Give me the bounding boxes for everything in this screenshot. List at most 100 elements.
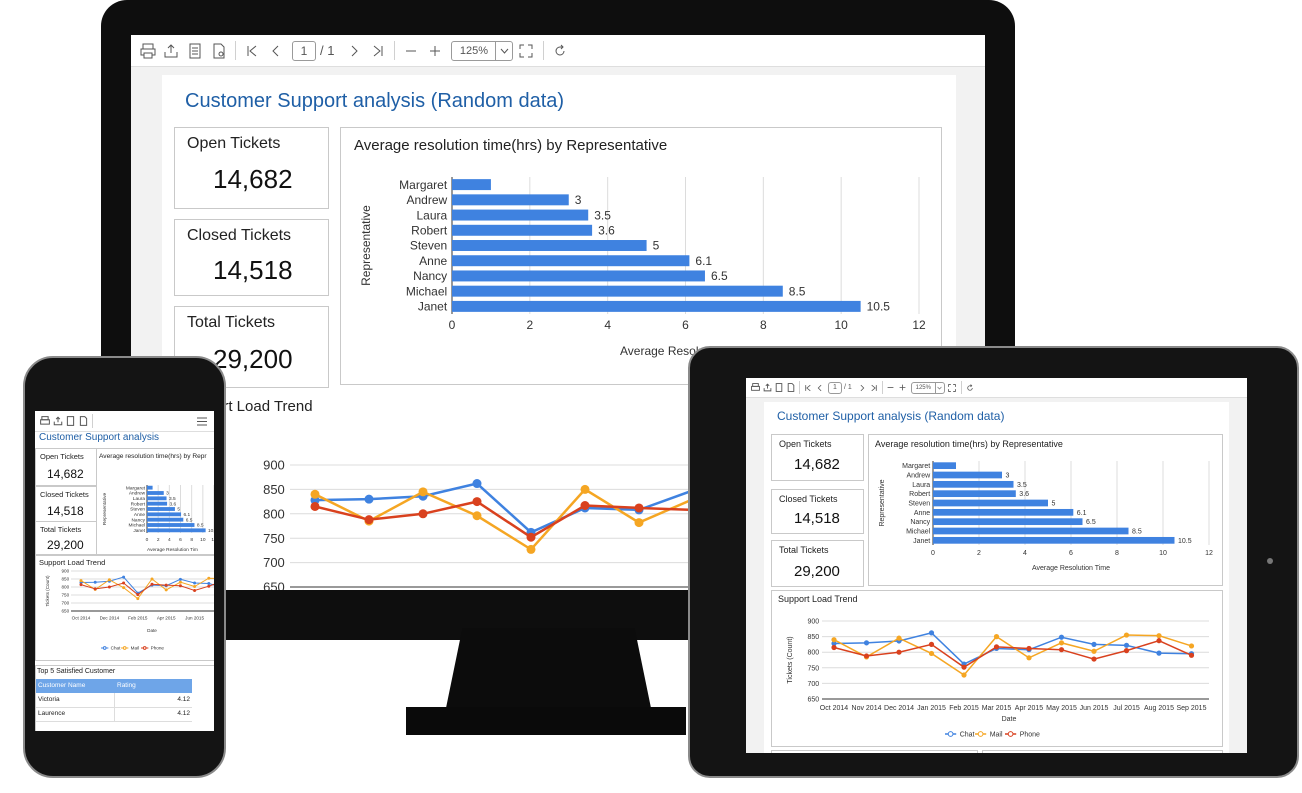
data-point [178,584,182,588]
zoom-out-icon[interactable] [885,382,897,394]
bar-chart-title: Average resolution time(hrs) by Represen… [875,439,1063,449]
bar [147,523,195,527]
x-tick-label: 10 [834,318,848,332]
page-view-icon[interactable] [773,382,785,394]
chevron-down-icon[interactable] [495,41,512,60]
last-page-icon[interactable] [366,40,390,62]
page-setup-icon[interactable] [207,40,231,62]
bar [147,496,167,501]
export-icon[interactable] [51,415,64,428]
y-tick-label: Laura [912,482,930,489]
print-icon[interactable] [38,415,51,428]
refresh-icon[interactable] [964,382,976,394]
x-tick-label: 4 [1023,550,1027,557]
y-tick-label: Janet [133,528,145,534]
toolbar-separator [881,381,883,394]
data-point [364,515,374,525]
data-label: 3.6 [1019,491,1029,498]
previous-page-icon[interactable] [264,40,288,62]
line-chart: 650 700 750 800 850 900 Oct 2014 Dec 2014 Feb 20… [45,569,214,651]
bar-chart: Average resolution time(hrs) by Represen… [875,439,1213,572]
x-tick-label: Dec 2014 [884,705,914,712]
phone-screen: Customer Support analysis Open Tickets 1… [35,411,214,731]
previous-page-icon[interactable] [814,382,826,394]
kpi-label: Total Tickets [187,314,276,331]
data-point [1058,640,1065,646]
print-icon[interactable] [749,382,761,394]
kpi-label: Open Tickets [40,452,84,461]
page-number-input[interactable]: 1 [828,381,842,394]
chevron-down-icon[interactable] [934,382,944,393]
export-icon[interactable] [159,40,183,62]
zoom-select[interactable]: 125% [910,381,945,394]
table-divider [114,707,115,721]
y-tick-label: Janet [418,300,448,314]
zoom-in-icon[interactable] [897,382,909,394]
y-axis-label: Tickets (Count) [787,636,794,683]
data-point [526,544,536,554]
bar [452,224,593,236]
first-page-icon[interactable] [802,382,814,394]
next-page-icon[interactable] [342,40,366,62]
y-tick-label: Robert [411,223,448,237]
zoom-select[interactable]: 125% [451,40,514,61]
page-view-icon[interactable] [64,415,77,428]
bar [147,512,182,517]
y-tick-label: 700 [61,601,69,606]
refresh-icon[interactable] [548,40,572,62]
data-point [1188,643,1195,649]
legend-marker [1007,731,1014,737]
bar [933,462,956,470]
data-point [896,649,902,655]
y-tick-label: 800 [61,585,69,590]
data-label: 6.1 [183,512,190,518]
data-point [961,672,967,678]
bar-chart-card: Average resolution time(hrs) by Represen… [868,434,1223,586]
x-axis-label: Average Resoluti [620,344,711,358]
y-tick-label: Andrew [407,193,448,207]
data-point [207,581,211,585]
zoom-in-icon[interactable] [423,40,447,62]
y-axis-label: Representative [359,205,373,286]
y-tick-label: Andrew [129,491,146,497]
data-point [1123,648,1130,654]
data-point [831,644,837,651]
zoom-out-icon[interactable] [399,40,423,62]
kpi-total-tickets: Total Tickets 29,200 [35,521,97,555]
legend-label: Chat [111,646,121,651]
data-point [136,597,140,601]
x-tick-label: 2 [526,318,533,332]
data-point [1058,634,1065,640]
hamburger-menu-icon[interactable] [194,413,210,429]
page-number-input[interactable]: 1 [292,40,316,61]
data-point [193,589,197,593]
bar [452,255,690,267]
page-setup-icon[interactable] [785,382,797,394]
print-icon[interactable] [137,40,159,62]
bar-chart-title: Average resolution time(hrs) by Represen… [354,137,667,154]
data-label: 6.5 [1086,519,1096,526]
data-label: 3.6 [598,223,615,237]
last-page-icon[interactable] [868,382,880,394]
kpi-value: 29,200 [794,563,840,580]
table-header: Customer Name Rating [36,679,192,693]
bar [452,209,589,221]
tablet-toolbar: 1 / 1 125% [746,378,1247,398]
export-icon[interactable] [761,382,773,394]
data-point [150,582,154,586]
bar [933,499,1048,507]
page-setup-icon[interactable] [77,415,90,428]
x-tick-label: 8 [1115,550,1119,557]
desktop-toolbar: 1 / 1 125% [131,35,985,67]
kpi-value: 14,518 [47,504,84,518]
y-tick-label: Anne [914,510,930,517]
fit-page-icon[interactable] [513,40,539,62]
fit-page-icon[interactable] [945,382,959,394]
x-axis-label: Average Resolution Tim [147,547,198,553]
page-view-icon[interactable] [183,40,207,62]
y-tick-label: 700 [808,681,820,688]
y-tick-label: 700 [263,555,285,570]
next-page-icon[interactable] [856,382,868,394]
first-page-icon[interactable] [240,40,264,62]
table-cell-rating: 4.12 [177,696,190,703]
